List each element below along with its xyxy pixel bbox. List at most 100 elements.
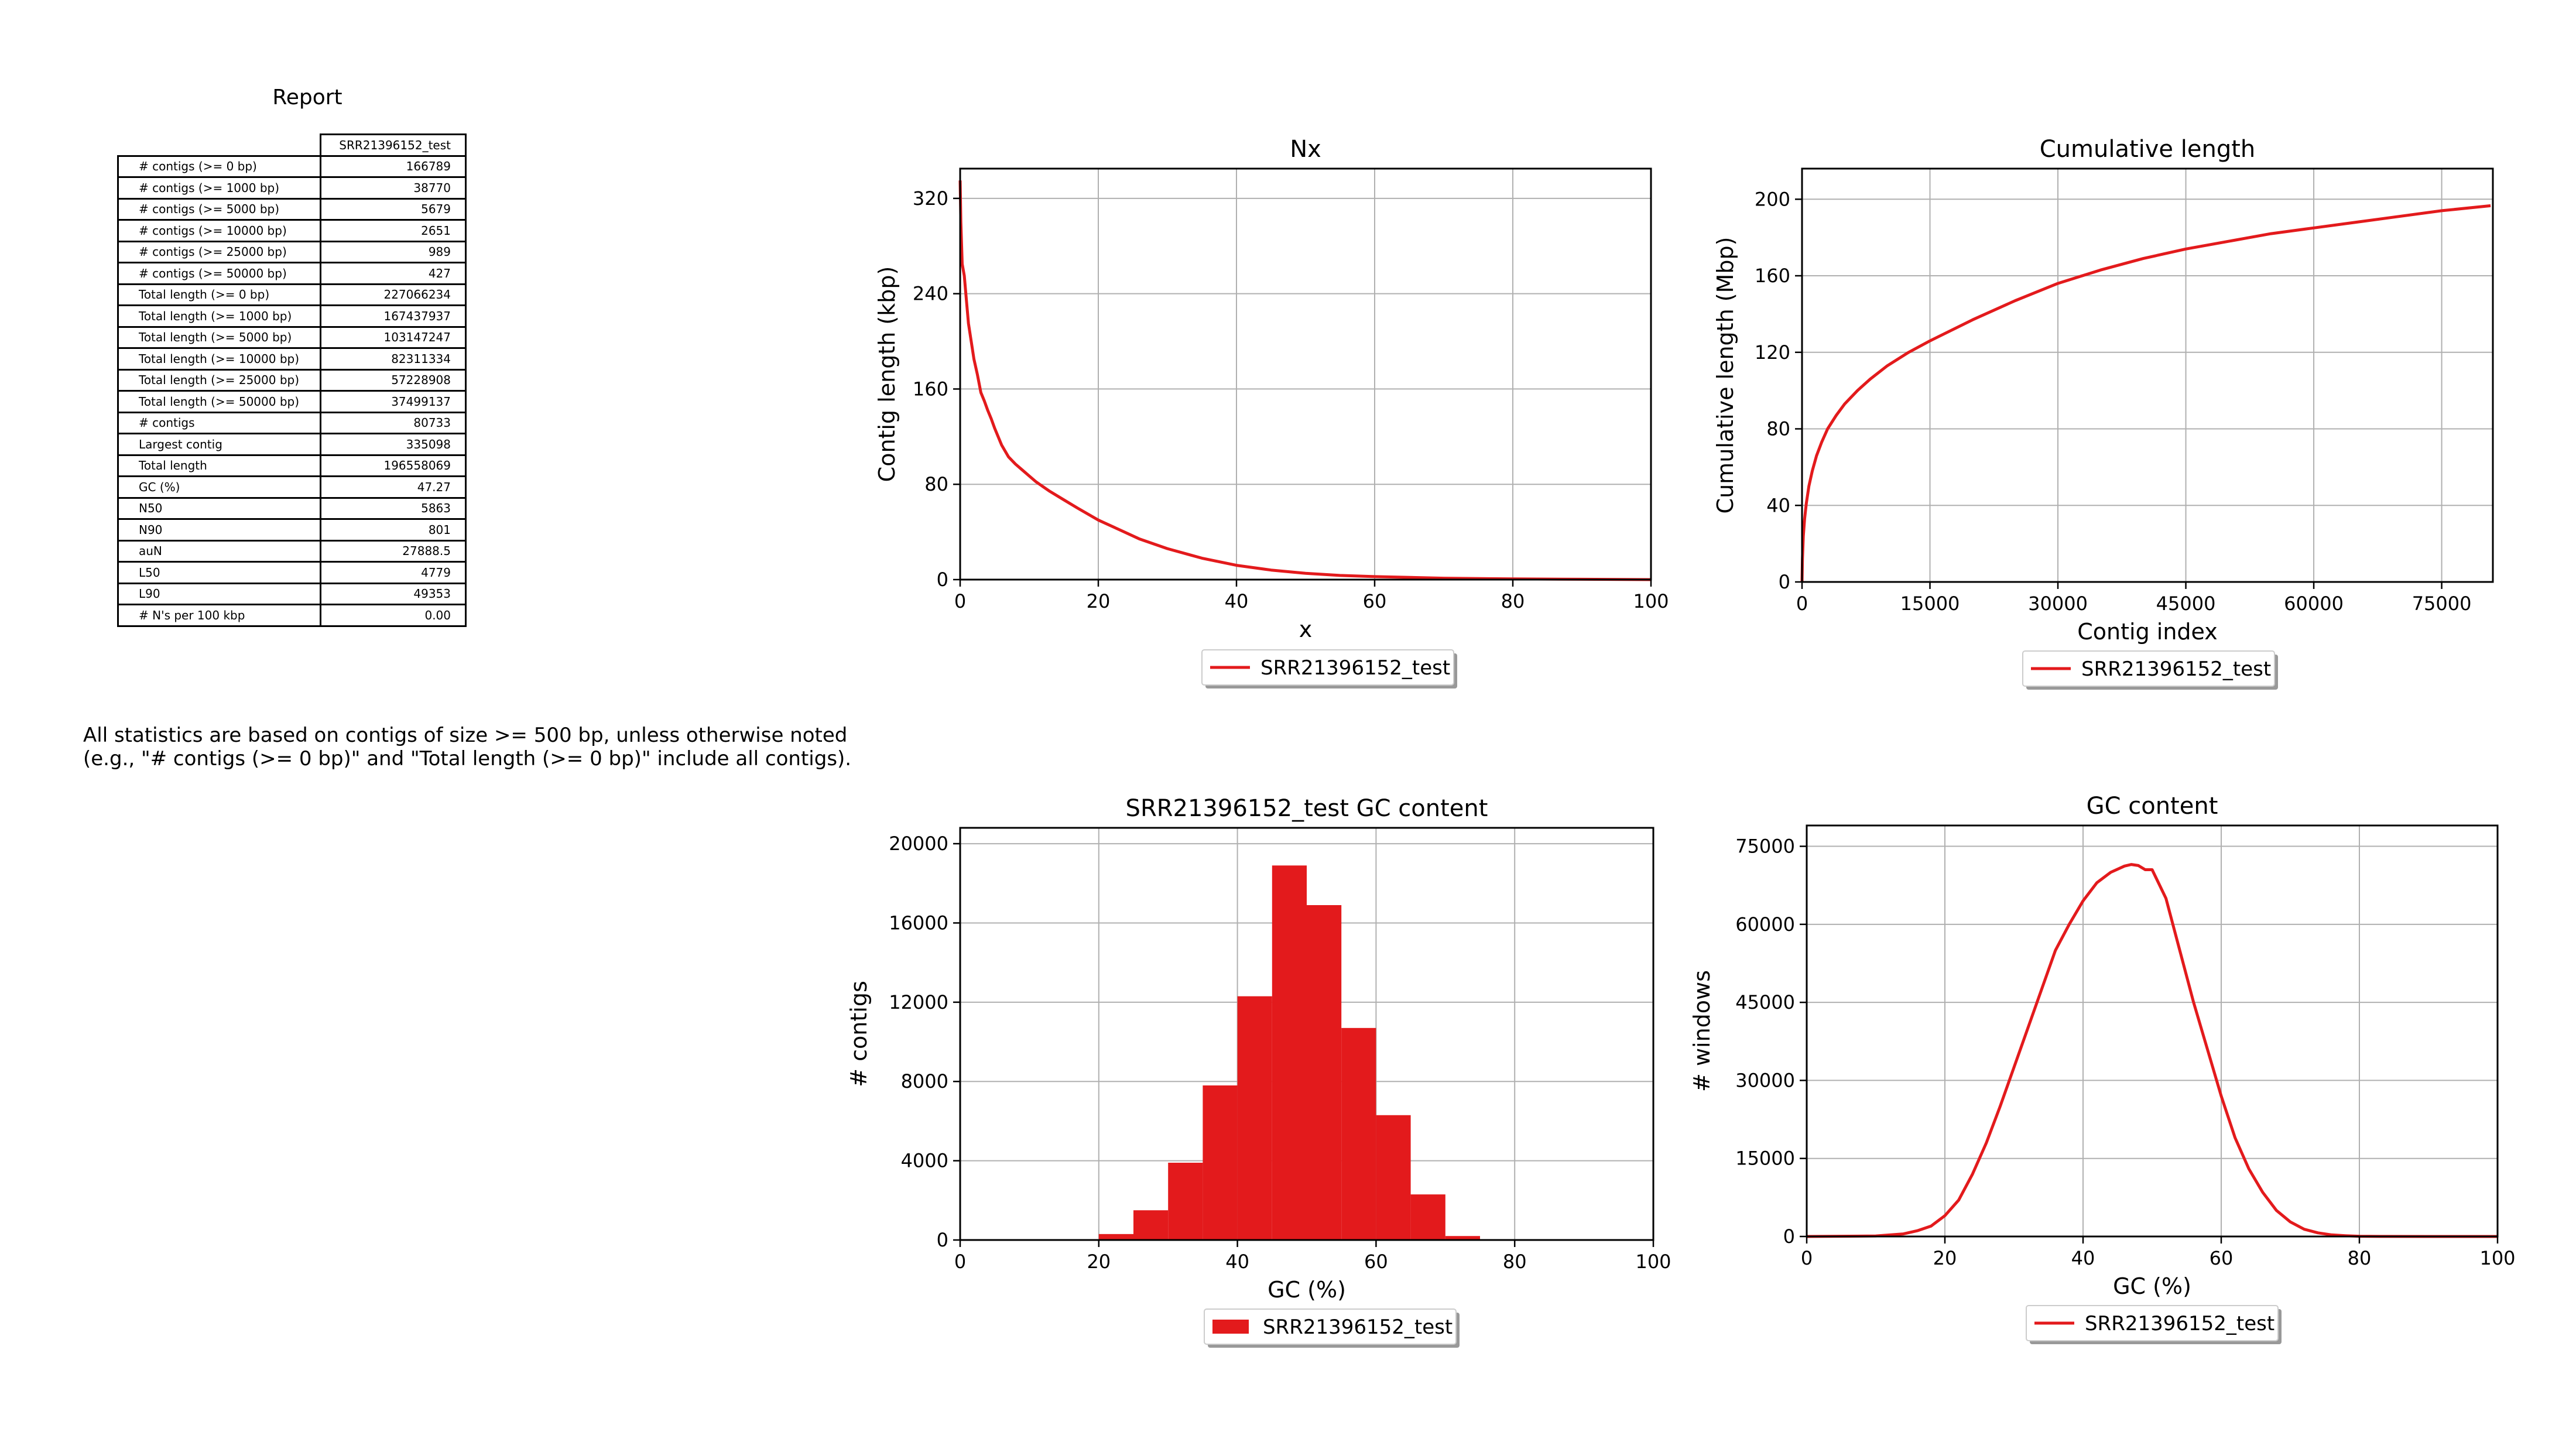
report-title: Report (272, 85, 342, 109)
cumulative-length-y-tick-label: 120 (1755, 341, 1790, 364)
gc-content-x-tick-label: 0 (1801, 1247, 1813, 1269)
table-row: # contigs (>= 10000 bp) 2651 (117, 219, 467, 242)
table-row: # contigs (>= 5000 bp) 5679 (117, 197, 467, 221)
metric-value: 166789 (320, 155, 467, 178)
gc-content-x-tick-label: 80 (2348, 1247, 2372, 1269)
report-note: All statistics are based on contigs of s… (83, 724, 851, 770)
metric-value: 335098 (320, 433, 467, 456)
metric-label: N50 (117, 496, 321, 520)
metric-label: Total length (>= 50000 bp) (117, 390, 321, 413)
gc-histogram-bar (1168, 1163, 1203, 1240)
table-row: N50 5863 (117, 496, 467, 520)
metric-value: 27888.5 (320, 539, 467, 563)
table-row: Total length (>= 50000 bp) 37499137 (117, 390, 467, 413)
cumulative-length-y-axis-label: Cumulative length (Mbp) (1712, 237, 1738, 514)
metric-value: 57228908 (320, 368, 467, 392)
gc-histogram-x-tick-label: 20 (1087, 1251, 1111, 1273)
metric-label: Total length (>= 25000 bp) (117, 368, 321, 392)
metric-label: # contigs (>= 5000 bp) (117, 197, 321, 221)
metric-label: # contigs (>= 50000 bp) (117, 262, 321, 285)
nx-y-axis-label: Contig length (kbp) (874, 266, 900, 482)
report-note-line1: All statistics are based on contigs of s… (83, 724, 848, 747)
nx-y-tick-label: 160 (913, 378, 948, 400)
table-row: auN 27888.5 (117, 539, 467, 563)
cumulative-length-chart-title: Cumulative length (2040, 136, 2256, 163)
table-row: Total length (>= 0 bp) 227066234 (117, 283, 467, 306)
metric-label: Total length (>= 5000 bp) (117, 326, 321, 349)
cumulative-length-legend-label: SRR21396152_test (2081, 657, 2271, 681)
gc-histogram-y-tick-label: 8000 (901, 1070, 948, 1092)
table-row: L50 4779 (117, 561, 467, 584)
table-row: Total length 196558069 (117, 454, 467, 477)
metric-label: Largest contig (117, 433, 321, 456)
cumulative-length-x-tick-label: 0 (1796, 592, 1808, 615)
metric-value: 37499137 (320, 390, 467, 413)
metric-label: # contigs (>= 0 bp) (117, 155, 321, 178)
gc-content-y-tick-label: 30000 (1735, 1069, 1795, 1091)
table-row: # contigs (>= 1000 bp) 38770 (117, 176, 467, 200)
gc-content-y-axis-label: # windows (1689, 970, 1715, 1092)
metric-value: 4779 (320, 561, 467, 584)
cumulative-length-x-tick-label: 75000 (2412, 592, 2472, 615)
gc-histogram-bar (1133, 1210, 1169, 1240)
gc-histogram-x-tick-label: 40 (1225, 1251, 1249, 1273)
nx-y-tick-label: 240 (913, 283, 948, 305)
report-table: SRR21396152_test # contigs (>= 0 bp) 16678… (117, 133, 467, 627)
cumulative-length-x-axis-label: Contig index (2077, 619, 2218, 645)
nx-x-tick-label: 20 (1087, 590, 1111, 612)
nx-legend-label: SRR21396152_test (1260, 656, 1450, 680)
gc-histogram-bar (1203, 1085, 1238, 1240)
gc-content-x-axis-label: GC (%) (2113, 1273, 2191, 1299)
cumulative-length-plot-frame (1801, 167, 2494, 583)
metric-label: auN (117, 539, 321, 563)
metric-label: # contigs (>= 1000 bp) (117, 176, 321, 200)
gc-content-x-tick-label: 100 (2479, 1247, 2515, 1269)
gc-histogram-x-tick-label: 0 (954, 1251, 966, 1273)
metric-label: # contigs (>= 10000 bp) (117, 219, 321, 242)
nx-x-tick-label: 80 (1501, 590, 1525, 612)
nx-y-tick-label: 80 (924, 473, 948, 495)
table-row: Total length (>= 10000 bp) 82311334 (117, 347, 467, 371)
nx-legend-box (1201, 649, 1454, 686)
cumulative-length-x-tick-label: 45000 (2156, 592, 2216, 615)
gc-content-y-tick-label: 75000 (1735, 835, 1795, 858)
gc-histogram-x-axis-label: GC (%) (1268, 1277, 1346, 1303)
gc-content-x-tick-label: 20 (1933, 1247, 1957, 1269)
metric-value: 427 (320, 262, 467, 285)
gc-histogram-plot-frame (959, 827, 1654, 1241)
metric-value: 196558069 (320, 454, 467, 477)
metric-label: Total length (>= 1000 bp) (117, 304, 321, 328)
metric-value: 38770 (320, 176, 467, 200)
table-row: # contigs (>= 0 bp) 166789 (117, 155, 467, 178)
cumulative-length-y-tick-label: 80 (1766, 418, 1790, 440)
nx-chart-title: Nx (1290, 136, 1321, 163)
table-row: GC (%) 47.27 (117, 475, 467, 499)
metric-label: # contigs (117, 411, 321, 434)
table-row: Total length (>= 25000 bp) 57228908 (117, 368, 467, 392)
table-row: # contigs 80733 (117, 411, 467, 434)
metric-label: L90 (117, 582, 321, 605)
gc-content-y-tick-label: 45000 (1735, 991, 1795, 1013)
gc-histogram-y-tick-label: 16000 (889, 912, 948, 934)
gc-histogram-legend-label: SRR21396152_test (1263, 1316, 1453, 1339)
nx-x-tick-label: 60 (1363, 590, 1387, 612)
gc-histogram-y-axis-label: # contigs (846, 981, 872, 1087)
gc-histogram-bar (1098, 1234, 1133, 1240)
table-row: L90 49353 (117, 582, 467, 605)
metric-value: 227066234 (320, 283, 467, 306)
gc-histogram-y-tick-label: 12000 (889, 991, 948, 1013)
nx-x-tick-label: 40 (1225, 590, 1249, 612)
report-header-row: SRR21396152_test (118, 133, 467, 157)
gc-histogram-x-tick-label: 80 (1503, 1251, 1527, 1273)
cumulative-length-y-tick-label: 160 (1755, 265, 1790, 287)
cumulative-length-x-tick-label: 60000 (2284, 592, 2344, 615)
cumulative-length-x-tick-label: 15000 (1900, 592, 1960, 615)
gc-histogram-y-tick-label: 20000 (889, 833, 948, 855)
cumulative-length-y-tick-label: 40 (1766, 494, 1790, 516)
metric-label: Total length (>= 0 bp) (117, 283, 321, 306)
gc-content-legend-box (2026, 1305, 2279, 1341)
gc-histogram-bar (1237, 996, 1272, 1240)
metric-label: Total length (117, 454, 321, 477)
gc-content-y-tick-label: 0 (1783, 1225, 1795, 1248)
